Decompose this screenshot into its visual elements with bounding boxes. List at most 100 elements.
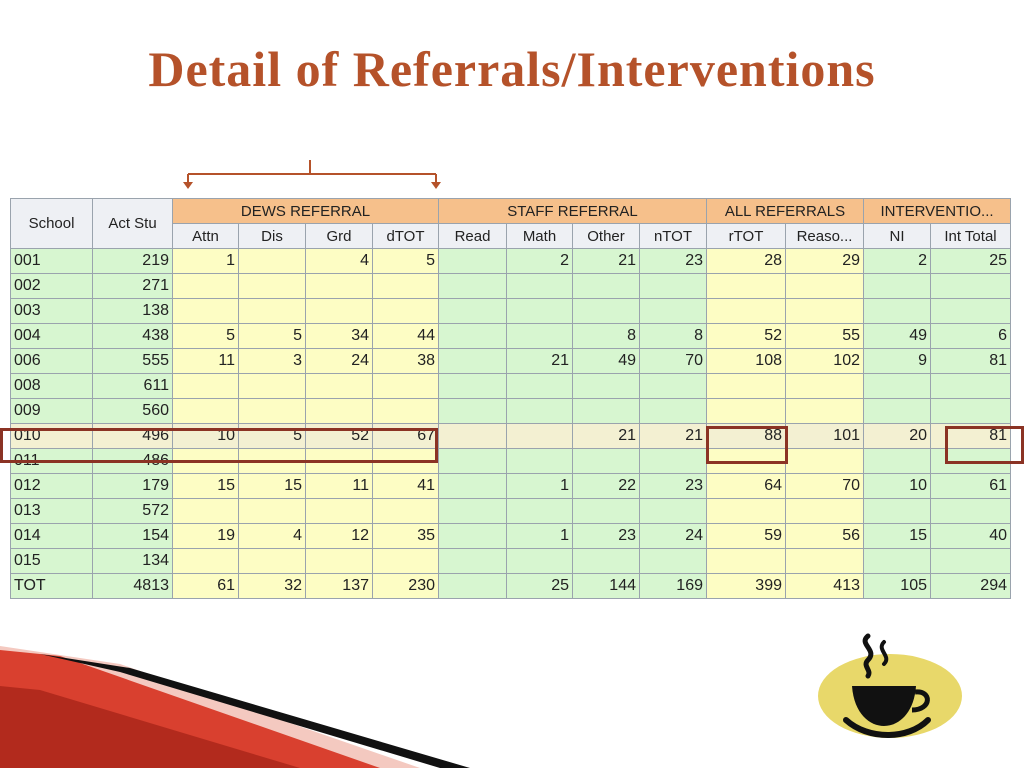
cell-dis[interactable] <box>238 498 306 524</box>
cell-grd[interactable] <box>305 373 373 399</box>
cell-act-stu[interactable]: 572 <box>92 498 173 524</box>
cell-rtot[interactable]: 52 <box>706 323 786 349</box>
cell-ni[interactable]: 49 <box>863 323 931 349</box>
cell-math[interactable] <box>506 373 573 399</box>
cell-dis[interactable] <box>238 548 306 574</box>
cell-rtot[interactable]: 28 <box>706 248 786 274</box>
cell-school[interactable]: 002 <box>10 273 93 299</box>
cell-math[interactable] <box>506 298 573 324</box>
cell-reason[interactable] <box>785 398 864 424</box>
cell-rtot[interactable]: 64 <box>706 473 786 499</box>
cell-school[interactable]: 011 <box>10 448 93 474</box>
cell-dtot[interactable]: 35 <box>372 523 439 549</box>
cell-other[interactable]: 23 <box>572 523 640 549</box>
cell-act-stu[interactable]: 611 <box>92 373 173 399</box>
cell-school[interactable]: 013 <box>10 498 93 524</box>
cell-ni[interactable]: 15 <box>863 523 931 549</box>
cell-reason[interactable]: 70 <box>785 473 864 499</box>
cell-dtot[interactable]: 38 <box>372 348 439 374</box>
cell-math[interactable] <box>506 498 573 524</box>
cell-int-total[interactable]: 81 <box>930 423 1011 449</box>
cell-int-total[interactable] <box>930 298 1011 324</box>
cell-dis[interactable]: 5 <box>238 423 306 449</box>
cell-grd[interactable] <box>305 273 373 299</box>
cell-read[interactable] <box>438 273 507 299</box>
cell-attn[interactable] <box>172 398 239 424</box>
cell-grd[interactable] <box>305 448 373 474</box>
cell-attn[interactable] <box>172 373 239 399</box>
cell-school[interactable]: 009 <box>10 398 93 424</box>
cell-int-total[interactable]: 294 <box>930 573 1011 599</box>
cell-school[interactable]: TOT <box>10 573 93 599</box>
cell-int-total[interactable]: 40 <box>930 523 1011 549</box>
cell-attn[interactable]: 1 <box>172 248 239 274</box>
cell-school[interactable]: 015 <box>10 548 93 574</box>
cell-act-stu[interactable]: 4813 <box>92 573 173 599</box>
cell-dtot[interactable] <box>372 448 439 474</box>
cell-dtot[interactable] <box>372 498 439 524</box>
cell-read[interactable] <box>438 548 507 574</box>
cell-ntot[interactable]: 70 <box>639 348 707 374</box>
table-row[interactable]: 013 572 <box>10 498 1011 524</box>
cell-rtot[interactable]: 59 <box>706 523 786 549</box>
cell-act-stu[interactable]: 154 <box>92 523 173 549</box>
column-header-school[interactable]: School <box>10 198 93 249</box>
cell-dis[interactable] <box>238 398 306 424</box>
cell-ntot[interactable]: 169 <box>639 573 707 599</box>
cell-other[interactable]: 21 <box>572 248 640 274</box>
cell-act-stu[interactable]: 179 <box>92 473 173 499</box>
cell-dtot[interactable]: 44 <box>372 323 439 349</box>
cell-reason[interactable] <box>785 548 864 574</box>
cell-grd[interactable]: 24 <box>305 348 373 374</box>
table-row[interactable]: 014 154 19 4 12 35 1 23 24 59 56 15 40 <box>10 523 1011 549</box>
cell-ntot[interactable] <box>639 398 707 424</box>
cell-rtot[interactable] <box>706 373 786 399</box>
cell-grd[interactable]: 34 <box>305 323 373 349</box>
cell-int-total[interactable] <box>930 498 1011 524</box>
cell-dis[interactable] <box>238 273 306 299</box>
column-header-attn[interactable]: Attn <box>172 223 239 249</box>
cell-int-total[interactable]: 6 <box>930 323 1011 349</box>
cell-ni[interactable] <box>863 448 931 474</box>
cell-other[interactable] <box>572 373 640 399</box>
cell-read[interactable] <box>438 298 507 324</box>
cell-dtot[interactable] <box>372 273 439 299</box>
cell-reason[interactable]: 29 <box>785 248 864 274</box>
cell-reason[interactable] <box>785 273 864 299</box>
cell-ni[interactable] <box>863 498 931 524</box>
cell-read[interactable] <box>438 573 507 599</box>
cell-math[interactable] <box>506 398 573 424</box>
cell-attn[interactable] <box>172 298 239 324</box>
cell-grd[interactable] <box>305 548 373 574</box>
column-header-ni[interactable]: NI <box>863 223 931 249</box>
cell-math[interactable] <box>506 273 573 299</box>
cell-dtot[interactable] <box>372 373 439 399</box>
cell-math[interactable] <box>506 423 573 449</box>
table-row[interactable]: 011 486 <box>10 448 1011 474</box>
cell-reason[interactable] <box>785 448 864 474</box>
cell-school[interactable]: 014 <box>10 523 93 549</box>
cell-dis[interactable]: 15 <box>238 473 306 499</box>
cell-school[interactable]: 006 <box>10 348 93 374</box>
cell-math[interactable] <box>506 323 573 349</box>
cell-act-stu[interactable]: 134 <box>92 548 173 574</box>
cell-ntot[interactable] <box>639 498 707 524</box>
cell-dtot[interactable]: 41 <box>372 473 439 499</box>
column-header-math[interactable]: Math <box>506 223 573 249</box>
cell-dtot[interactable]: 5 <box>372 248 439 274</box>
cell-dtot[interactable] <box>372 548 439 574</box>
cell-other[interactable] <box>572 548 640 574</box>
cell-school[interactable]: 003 <box>10 298 93 324</box>
cell-rtot[interactable]: 88 <box>706 423 786 449</box>
cell-ntot[interactable] <box>639 548 707 574</box>
column-header-other[interactable]: Other <box>572 223 640 249</box>
cell-dis[interactable]: 32 <box>238 573 306 599</box>
cell-grd[interactable]: 11 <box>305 473 373 499</box>
cell-ntot[interactable]: 24 <box>639 523 707 549</box>
cell-read[interactable] <box>438 498 507 524</box>
column-header-ntot[interactable]: nTOT <box>639 223 707 249</box>
cell-ni[interactable] <box>863 273 931 299</box>
cell-reason[interactable]: 102 <box>785 348 864 374</box>
cell-other[interactable] <box>572 398 640 424</box>
cell-rtot[interactable] <box>706 273 786 299</box>
